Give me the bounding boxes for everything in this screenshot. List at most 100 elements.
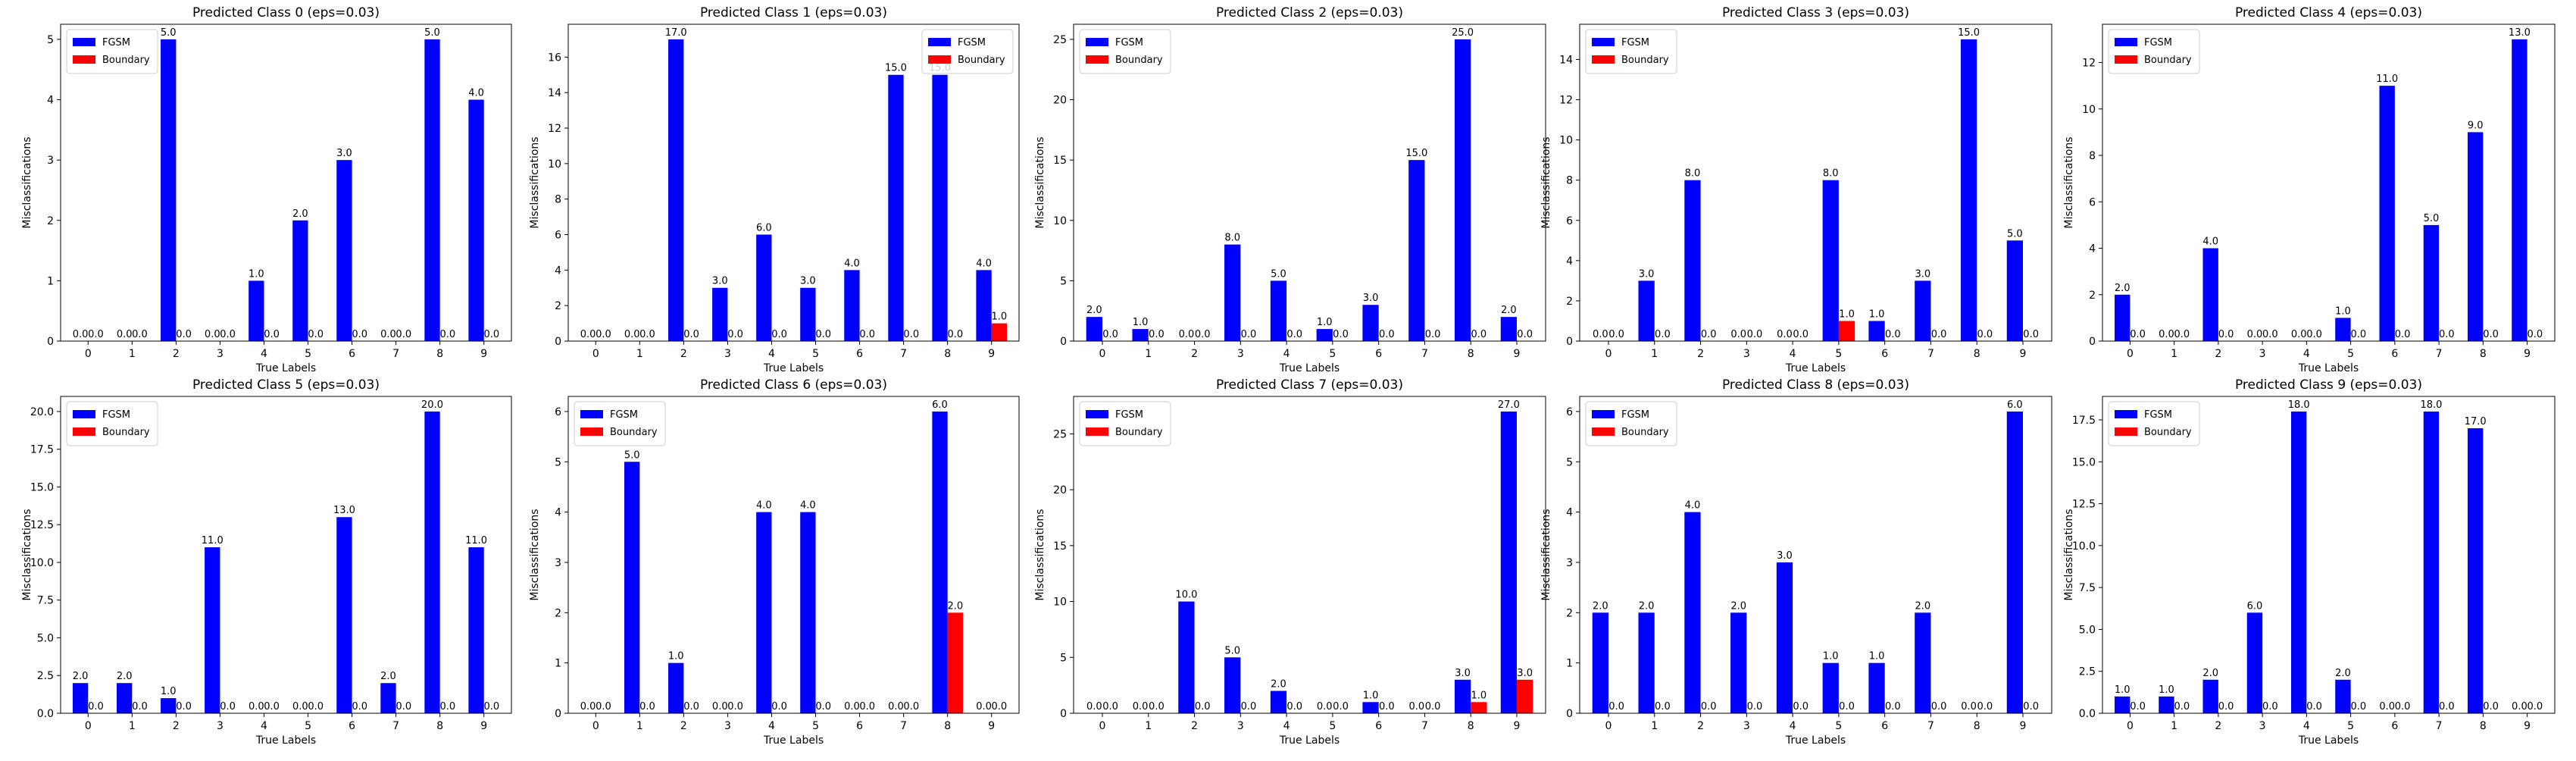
x-tick-label: 8 [2480, 348, 2487, 360]
y-tick-label: 20.0 [30, 406, 54, 418]
data-label: 0.0 [176, 329, 192, 340]
data-label: 0.0 [484, 329, 500, 340]
data-label: 11.0 [465, 535, 487, 546]
data-label: 0.0 [2247, 329, 2263, 340]
axes-frame [1073, 23, 1546, 342]
x-tick-label: 3 [2259, 720, 2266, 732]
y-tick-label: 12.5 [30, 519, 54, 531]
x-tick-label: 8 [1468, 720, 1474, 732]
x-tick-label: 6 [1881, 720, 1888, 732]
x-tick-label: 9 [988, 348, 995, 360]
x-tick-label: 3 [1237, 348, 1244, 360]
legend: FGSM Boundary [574, 401, 666, 446]
x-tick-label: 9 [988, 720, 995, 732]
y-axis-label: Misclassifications [2063, 136, 2075, 228]
x-tick-label: 1 [2171, 720, 2177, 732]
legend-label-fgsm: FGSM [610, 409, 638, 421]
bar-fgsm-5 [1316, 329, 1333, 341]
y-axis-label: Misclassifications [1034, 509, 1046, 600]
x-tick-label: 0 [2127, 348, 2134, 360]
x-tick-label: 4 [1283, 720, 1290, 732]
data-label: 0.0 [1730, 329, 1746, 340]
legend-swatch-fgsm [580, 410, 603, 418]
data-label: 0.0 [132, 701, 148, 712]
bar-fgsm-1 [1638, 280, 1655, 341]
data-label: 0.0 [859, 701, 875, 712]
x-tick-label: 7 [1421, 720, 1428, 732]
data-label: 13.0 [333, 505, 355, 516]
legend-swatch-fgsm [73, 410, 95, 418]
data-label: 2.0 [117, 671, 133, 682]
x-axis-label: True Labels [1279, 734, 1340, 747]
data-label: 0.0 [2159, 329, 2174, 340]
data-label: 0.0 [484, 701, 500, 712]
x-tick-label: 2 [680, 348, 687, 360]
y-tick-label: 7.5 [37, 595, 54, 607]
data-label: 5.0 [2007, 228, 2023, 240]
data-label: 0.0 [308, 701, 324, 712]
y-tick-label: 2 [555, 300, 561, 312]
y-tick-label: 6 [2089, 196, 2096, 208]
data-label: 3.0 [1915, 268, 1930, 280]
data-label: 0.0 [2130, 329, 2146, 340]
x-axis-label: True Labels [1785, 734, 1846, 747]
data-label: 1.0 [1869, 308, 1885, 320]
bar-fgsm-8 [1454, 39, 1471, 342]
x-tick-label: 6 [1375, 348, 1382, 360]
chart-title: Predicted Class 7 (eps=0.03) [1216, 377, 1403, 393]
data-label: 0.0 [1517, 329, 1533, 340]
data-label: 3.0 [1777, 550, 1793, 562]
y-tick-label: 3 [555, 557, 561, 569]
bar-fgsm-6 [1868, 321, 1885, 341]
legend-label-boundary: Boundary [102, 427, 150, 438]
data-label: 18.0 [2288, 399, 2310, 411]
data-label: 10.0 [1175, 590, 1197, 601]
bar-fgsm-4 [1270, 691, 1287, 713]
data-label: 0.0 [844, 701, 860, 712]
y-tick-label: 0 [555, 336, 561, 348]
bar-fgsm-3 [712, 287, 728, 341]
x-axis-label: True Labels [255, 734, 316, 747]
data-label: 0.0 [380, 329, 396, 340]
y-tick-label: 0 [2089, 336, 2096, 348]
y-tick-label: 4 [555, 265, 561, 277]
y-tick-label: 20 [1053, 95, 1067, 107]
x-tick-label: 4 [1790, 348, 1796, 360]
data-label: 3.0 [712, 276, 728, 287]
chart-panel-2: Predicted Class 2 (eps=0.03)2.01.00.08.0… [1034, 5, 1546, 374]
x-tick-label: 8 [2480, 720, 2487, 732]
data-label: 0.0 [992, 701, 1008, 712]
data-label: 0.0 [771, 701, 787, 712]
y-tick-label: 8 [555, 194, 561, 206]
legend-label-fgsm: FGSM [102, 409, 130, 421]
x-tick-label: 5 [1329, 348, 1336, 360]
data-label: 15.0 [1958, 27, 1980, 39]
x-tick-label: 6 [1881, 348, 1888, 360]
data-label: 15.0 [1405, 148, 1427, 159]
data-label: 1.0 [1363, 690, 1379, 701]
x-tick-label: 8 [944, 348, 951, 360]
x-tick-label: 2 [2215, 720, 2221, 732]
legend: FGSM Boundary [1585, 29, 1677, 74]
x-tick-label: 9 [2524, 348, 2531, 360]
data-label: 0.0 [683, 701, 699, 712]
data-label: 0.0 [1885, 329, 1901, 340]
bar-fgsm-1 [624, 462, 640, 713]
legend-box [66, 29, 158, 74]
bar-boundary-9 [1517, 679, 1533, 713]
bar-fgsm-7 [2423, 224, 2440, 341]
legend-swatch-fgsm [1086, 410, 1108, 418]
y-tick-label: 5 [47, 34, 54, 46]
legend-label-boundary: Boundary [2144, 427, 2192, 438]
legend-label-fgsm: FGSM [2144, 37, 2172, 49]
y-tick-label: 10 [548, 158, 561, 171]
bar-fgsm-2 [1178, 601, 1195, 713]
data-label: 0.0 [2262, 701, 2278, 712]
data-label: 0.0 [1333, 701, 1349, 712]
legend-label-fgsm: FGSM [102, 37, 130, 49]
x-tick-label: 6 [1375, 720, 1382, 732]
data-label: 0.0 [1747, 701, 1763, 712]
bar-fgsm-9 [1500, 317, 1518, 341]
y-tick-label: 10.0 [30, 557, 54, 569]
data-label: 6.0 [756, 222, 772, 233]
